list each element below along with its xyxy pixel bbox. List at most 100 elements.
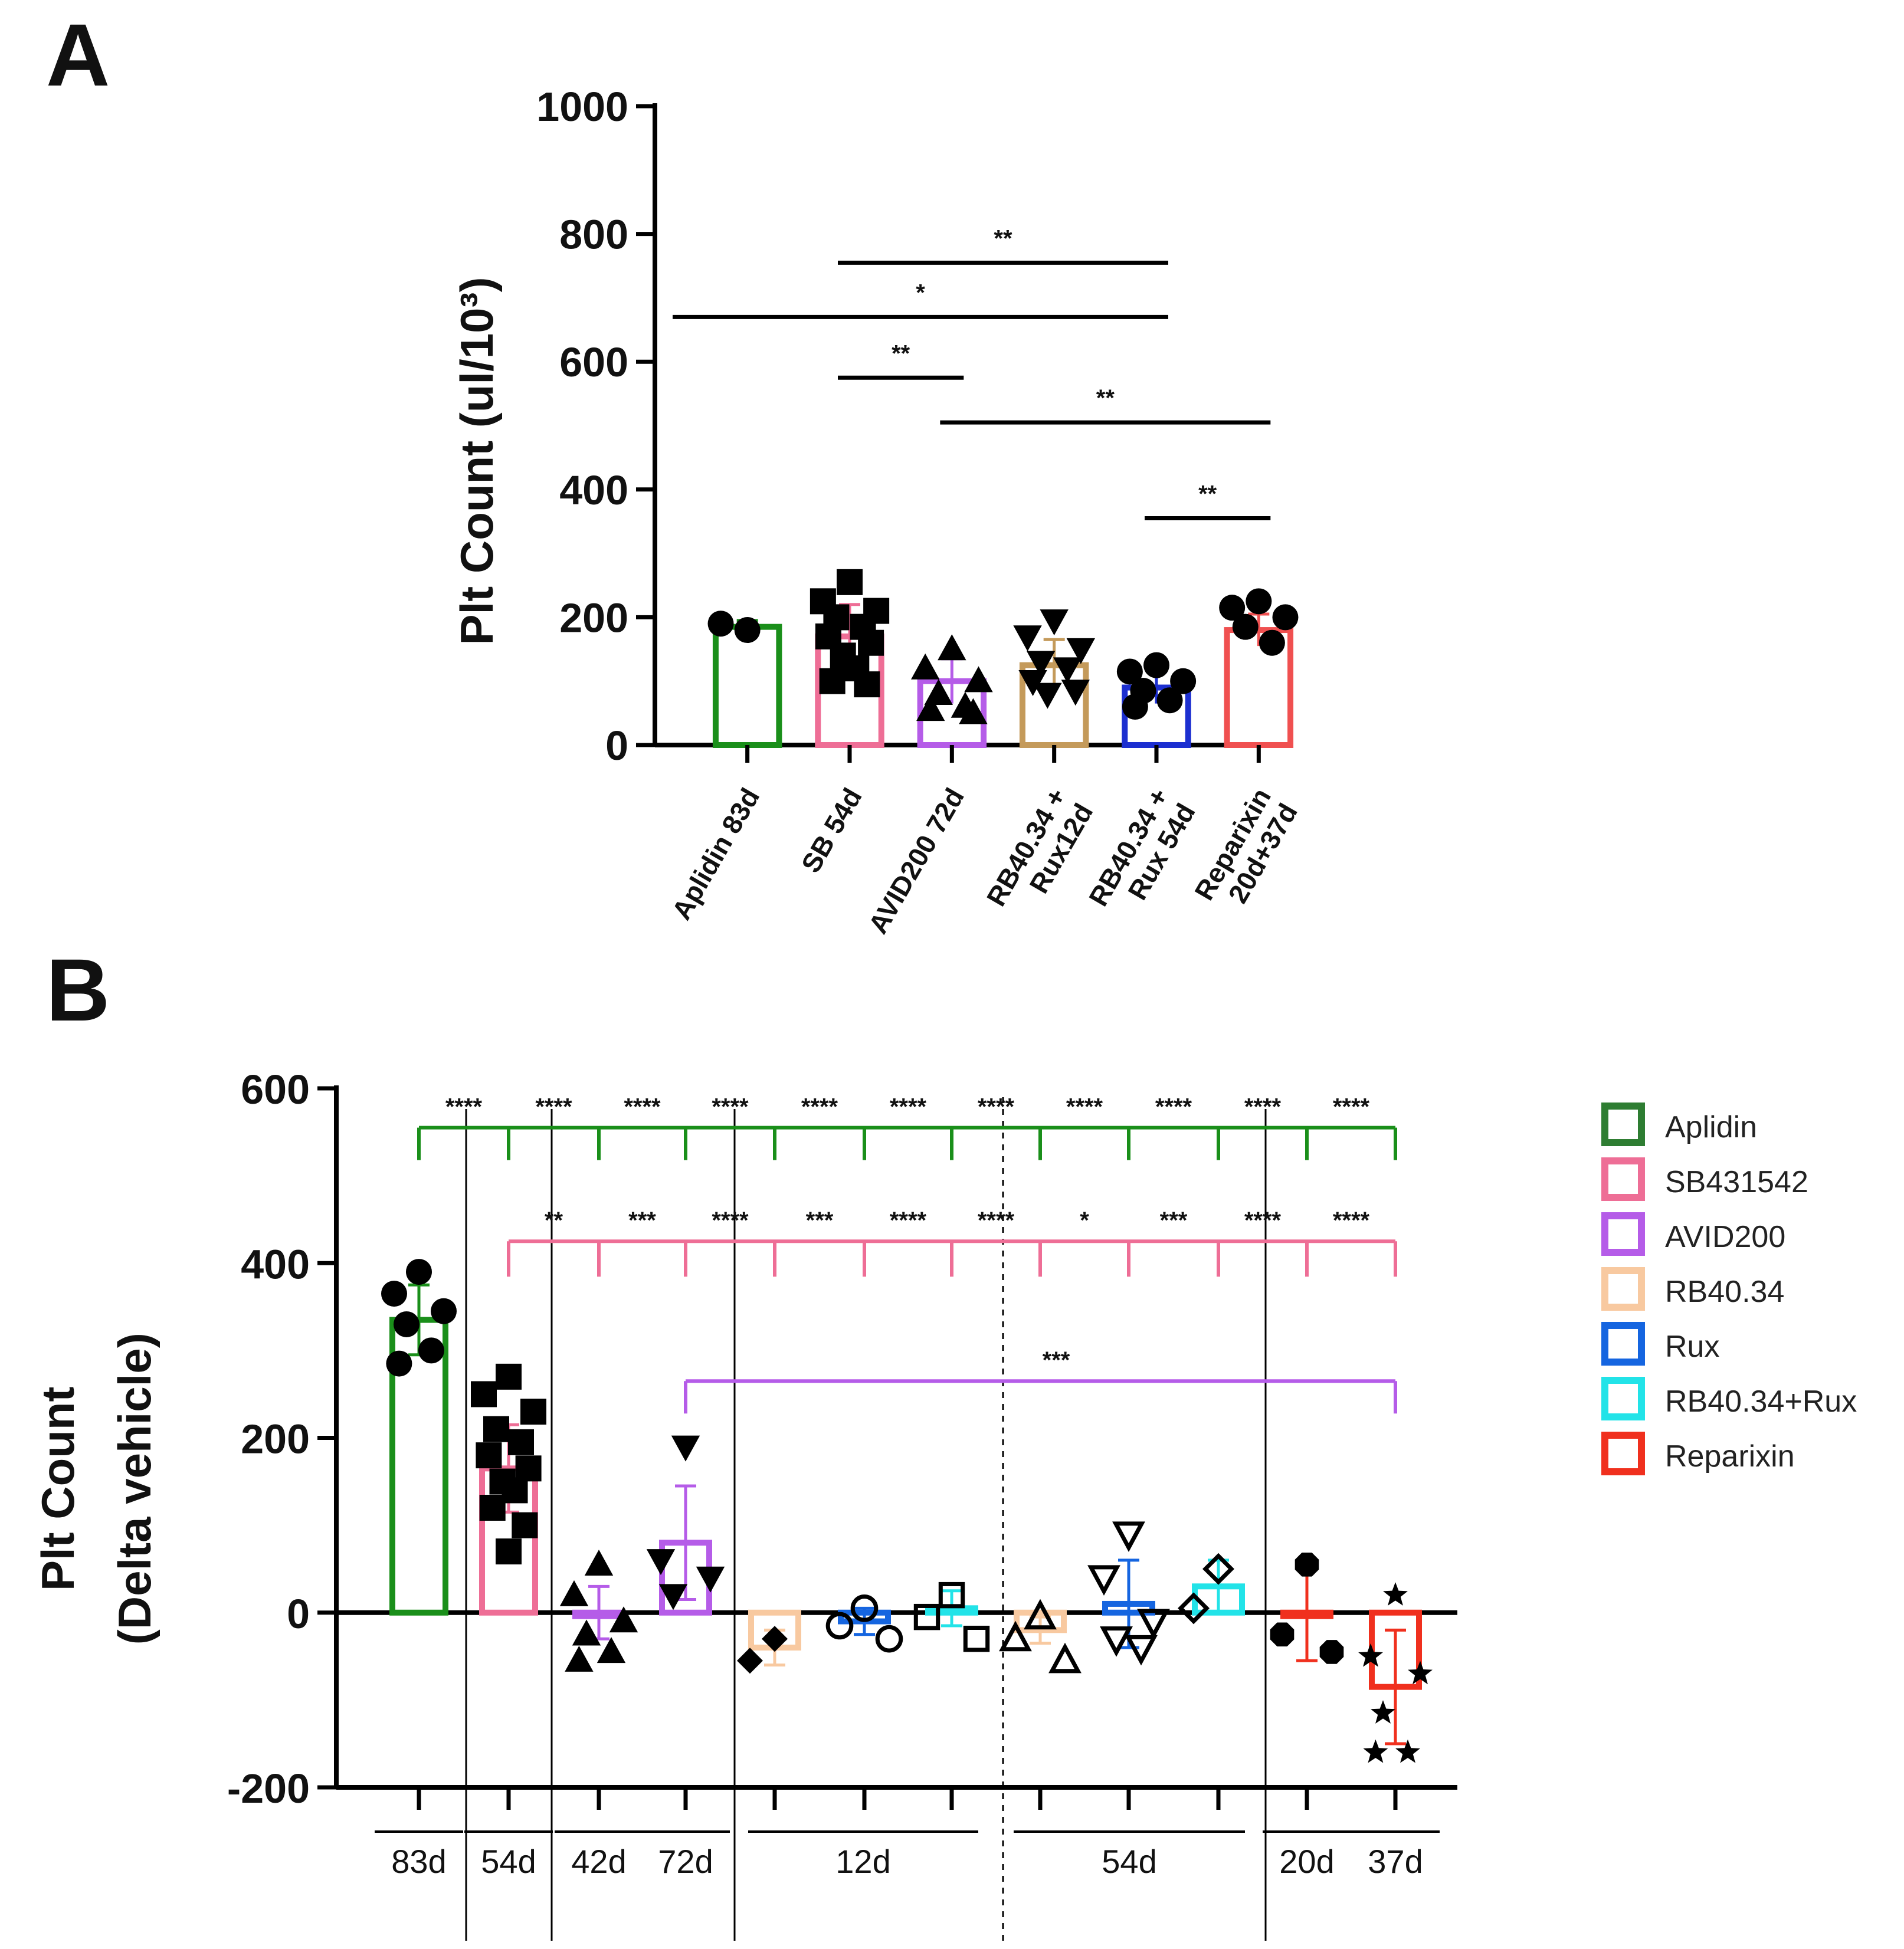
panel-a-data-point [1170, 668, 1197, 694]
panel-b-data-point [1100, 1626, 1133, 1657]
panel-b-data-point [597, 1637, 626, 1663]
panel-b-significance-label: * [1080, 1208, 1089, 1233]
panel-b-significance-label: *** [806, 1208, 834, 1233]
panel-a-data-point [1040, 609, 1069, 636]
panel-b-data-point [696, 1566, 725, 1593]
panel-a-significance-label: * [916, 280, 925, 306]
panel-a-y-tick-label: 800 [559, 212, 628, 258]
panel-b-significance-label: **** [1155, 1094, 1192, 1120]
panel-b-significance-label: **** [1333, 1094, 1370, 1120]
panel-a-data-point [1219, 595, 1246, 621]
panel-a-data-point [837, 569, 863, 595]
panel-a-data-point [819, 668, 846, 694]
panel-a-data-point [1156, 687, 1183, 714]
panel-b-time-label: 42d [571, 1843, 626, 1880]
panel-b-data-point [496, 1538, 522, 1565]
legend-swatch [1601, 1103, 1645, 1146]
panel-b-significance-label: **** [890, 1208, 927, 1233]
panel-a-data-point [1061, 680, 1090, 706]
panel-b-significance-label: **** [1066, 1094, 1103, 1120]
panel-a-y-tick-label: 1000 [536, 84, 628, 130]
panel-a-y-tick-label: 600 [559, 339, 628, 385]
panel-a-data-point [916, 695, 945, 721]
panel-a-data-point [1013, 625, 1042, 652]
panel-b-y-tick-label: 600 [241, 1067, 310, 1113]
panel-a-data-point [1018, 670, 1047, 696]
panel-a-significance-label: ** [892, 340, 910, 366]
panel-b-data-point [1125, 1635, 1158, 1666]
panel-b-data-point [1395, 1739, 1420, 1763]
panel-b-time-label: 54d [481, 1843, 536, 1880]
panel-b-data-point [565, 1645, 594, 1672]
panel-b-data-point [1383, 1582, 1408, 1606]
panel-b-data-point [1112, 1521, 1145, 1552]
panel-a-data-point [1122, 694, 1148, 720]
panel-b-data-point [479, 1495, 506, 1521]
panel-a-significance-label: ** [994, 225, 1012, 251]
panel-a-category-label: RB40.34 +Rux 54d [1083, 783, 1201, 911]
legend-swatch [1601, 1267, 1645, 1311]
panel-b-significance-label: **** [978, 1208, 1015, 1233]
panel-a-data-point [910, 653, 940, 680]
panel-b-data-point [386, 1350, 412, 1377]
panel-b-significance-label: **** [712, 1208, 749, 1233]
legend-label: RB40.34+Rux [1665, 1384, 1857, 1419]
panel-b-data-point [1358, 1643, 1383, 1667]
panel-b-data-point [515, 1455, 542, 1482]
panel-a-category-label-line: SB 54d [795, 783, 868, 878]
panel-a-data-point [959, 698, 988, 724]
panel-b-data-point [737, 1648, 763, 1674]
panel-b-data-point [1363, 1739, 1388, 1763]
panel-b-significance-label: **** [978, 1094, 1015, 1120]
panel-b-data-point [913, 1603, 940, 1630]
panel-b-significance-label: *** [628, 1208, 656, 1233]
panel-b-data-point [406, 1259, 432, 1285]
panel-b-data-point [520, 1399, 546, 1425]
panel-a-data-point [1232, 613, 1259, 640]
panel-a-data-point [1066, 638, 1096, 664]
panel-b-data-point [483, 1416, 509, 1442]
panel-a-significance-label: ** [1096, 385, 1115, 411]
panel-b-significance-label: **** [535, 1094, 572, 1120]
panel-a-y-tick-label: 400 [559, 467, 628, 513]
panel-a-label: A [46, 5, 110, 104]
panel-b-data-point [476, 1442, 502, 1469]
panel-b-data-point [471, 1381, 497, 1407]
panel-b-y-axis-title-2: (Delta vehicle) [109, 1333, 160, 1645]
panel-b-significance-label: **** [1244, 1208, 1282, 1233]
panel-a-significance-label: ** [1198, 481, 1217, 507]
panel-b-label: B [46, 940, 110, 1039]
panel-b-significance-label: **** [624, 1094, 661, 1120]
panel-a-data-point [938, 634, 966, 661]
panel-b-time-label: 12d [835, 1843, 890, 1880]
panel-b-data-point [825, 1612, 854, 1640]
panel-b-data-point [508, 1429, 534, 1455]
panel-b-data-point [999, 1620, 1032, 1652]
panel-b-data-point [658, 1584, 688, 1610]
panel-a-data-point [1246, 588, 1272, 615]
panel-b-significance-label: **** [445, 1094, 483, 1120]
panel-b-data-point [431, 1298, 457, 1324]
legend-label: SB431542 [1665, 1165, 1808, 1199]
panel-a-data-point [1259, 629, 1285, 656]
panel-b-data-point [1048, 1642, 1082, 1674]
panel-b-significance-label: **** [712, 1094, 749, 1120]
legend-label: Reparixin [1665, 1439, 1795, 1474]
panel-a-chart: 0 200 400 600 800 1000 Plt Count (ul/10³) Aplid… [451, 84, 1303, 939]
panel-a-category-label: SB 54d [795, 783, 868, 878]
panel-b-data-point [963, 1625, 990, 1652]
panel-a-y-tick-label: 0 [605, 723, 628, 769]
legend-label: Rux [1665, 1330, 1719, 1364]
panel-b-significance-label: **** [801, 1094, 838, 1120]
panel-b-time-label: 72d [658, 1843, 713, 1880]
panel-a-category-label: RB40.34 +Rux12d [981, 783, 1099, 911]
panel-b-data-point [496, 1363, 522, 1390]
panel-b-data-point [1371, 1700, 1395, 1724]
panel-b-chart: -200 0 200 400 600 Plt Count (Delta vehicle) 83… [32, 1067, 1857, 1941]
panel-b-data-point [512, 1512, 538, 1538]
panel-b-data-point [418, 1337, 444, 1364]
panel-a-data-point [1116, 658, 1143, 685]
legend-swatch [1601, 1322, 1645, 1366]
panel-b-y-tick-label: 400 [241, 1241, 310, 1287]
panel-b-y-tick-label: 200 [241, 1416, 310, 1462]
